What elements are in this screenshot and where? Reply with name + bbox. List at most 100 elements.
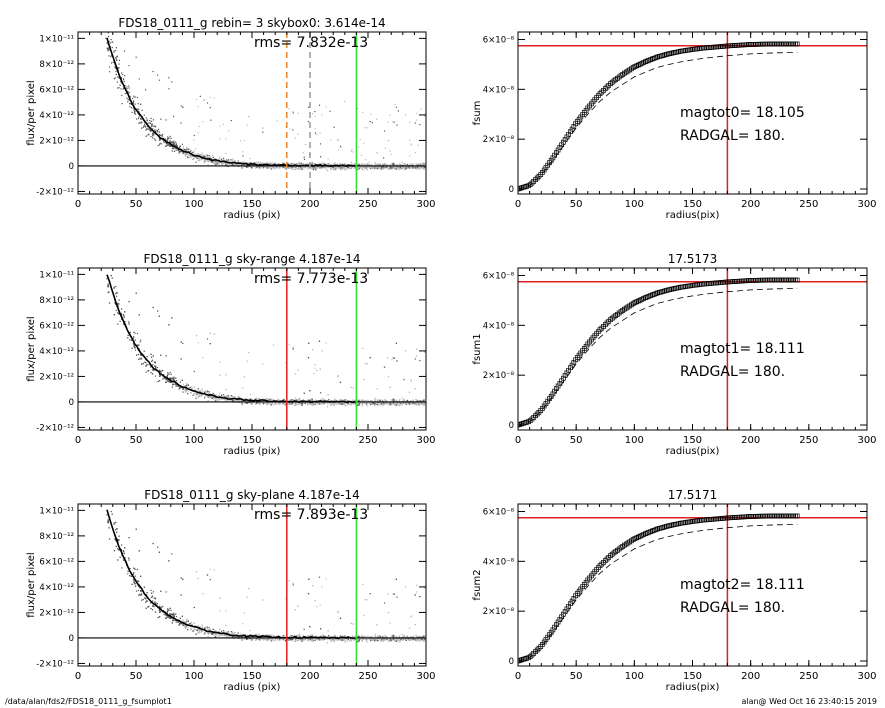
- scatter-point: [198, 158, 201, 160]
- scatter-point: [202, 390, 204, 392]
- scatter-point: [219, 125, 221, 127]
- scatter-point: [214, 162, 216, 164]
- scatter-point: [381, 167, 383, 169]
- scatter-point: [153, 369, 155, 372]
- scatter-point: [180, 105, 182, 107]
- scatter-point: [311, 161, 313, 163]
- scatter-point: [182, 391, 184, 393]
- scatter-point: [223, 159, 225, 161]
- scatter-point: [170, 145, 172, 147]
- scatter-point: [154, 375, 157, 377]
- scatter-point: [111, 277, 113, 279]
- y-tick-label: 2×10⁻¹²: [39, 136, 74, 146]
- scatter-point: [404, 167, 406, 170]
- scatter-point: [117, 76, 119, 78]
- scatter-point: [379, 163, 381, 165]
- scatter-point: [376, 403, 379, 406]
- scatter-point: [399, 403, 401, 405]
- scatter-point: [349, 163, 352, 166]
- scatter-point: [221, 161, 223, 163]
- scatter-point: [345, 163, 347, 165]
- scatter-point: [193, 386, 195, 388]
- scatter-point: [266, 162, 269, 164]
- scatter-point: [118, 76, 120, 78]
- scatter-point: [362, 166, 364, 168]
- plot-area: [78, 19, 426, 194]
- scatter-point: [292, 112, 294, 114]
- scatter-point: [258, 162, 260, 164]
- scatter-point: [387, 140, 390, 142]
- scatter-point: [167, 380, 169, 382]
- scatter-point: [380, 169, 383, 171]
- scatter-point: [347, 166, 349, 168]
- scatter-point: [312, 168, 314, 170]
- scatter-point: [301, 404, 303, 406]
- scatter-point: [375, 166, 377, 168]
- scatter-point: [408, 166, 410, 168]
- scatter-point: [150, 130, 152, 132]
- scatter-point: [186, 153, 188, 155]
- scatter-point: [138, 122, 140, 124]
- scatter-point: [330, 168, 332, 170]
- scatter-point: [226, 395, 228, 397]
- scatter-point: [159, 144, 161, 146]
- scatter-point: [254, 398, 256, 400]
- scatter-point: [333, 169, 335, 171]
- scatter-point: [403, 400, 406, 402]
- scatter-point: [387, 357, 389, 359]
- scatter-point: [115, 57, 117, 59]
- scatter-point: [187, 157, 189, 159]
- scatter-point: [324, 167, 327, 169]
- scatter-point: [158, 373, 161, 376]
- scatter-point: [390, 163, 392, 165]
- scatter-point: [248, 351, 250, 354]
- scatter-point: [171, 386, 173, 388]
- scatter-point: [295, 164, 297, 166]
- scatter-point: [109, 19, 110, 20]
- scatter-point: [115, 285, 117, 288]
- scatter-point: [423, 163, 425, 165]
- scatter-point: [231, 159, 233, 161]
- scatter-point: [140, 118, 142, 120]
- scatter-point: [171, 141, 174, 143]
- scatter-point: [393, 163, 395, 165]
- scatter-point: [151, 359, 154, 361]
- scatter-point: [134, 96, 136, 98]
- scatter-point: [166, 139, 168, 141]
- scatter-point: [416, 112, 418, 114]
- scatter-point: [415, 162, 417, 164]
- scatter-point: [370, 113, 372, 115]
- scatter-point: [343, 399, 346, 401]
- x-tick-label: 0: [515, 199, 521, 210]
- scatter-point: [168, 381, 170, 383]
- scatter-point: [115, 47, 117, 49]
- scatter-point: [390, 402, 393, 404]
- scatter-point: [402, 167, 404, 169]
- scatter-point: [162, 369, 164, 372]
- scatter-point: [384, 167, 386, 169]
- scatter-point: [210, 157, 212, 160]
- scatter-point: [191, 150, 193, 152]
- scatter-point: [400, 168, 402, 170]
- scatter-point: [298, 168, 300, 171]
- scatter-point: [224, 160, 226, 162]
- y-tick-label: -2×10⁻¹²: [36, 187, 74, 197]
- scatter-point: [230, 164, 233, 166]
- scatter-point: [188, 156, 190, 158]
- scatter-point: [350, 161, 352, 164]
- scatter-point: [138, 116, 140, 118]
- scatter-point: [294, 137, 296, 139]
- scatter-point: [133, 112, 136, 114]
- scatter-point: [159, 375, 161, 377]
- scatter-point: [377, 402, 379, 404]
- scatter-point: [138, 113, 140, 115]
- scatter-point: [369, 164, 371, 166]
- scatter-point: [398, 400, 400, 402]
- scatter-point: [164, 142, 166, 144]
- scatter-point: [204, 395, 206, 397]
- scatter-point: [138, 358, 140, 360]
- scatter-point: [358, 163, 360, 165]
- scatter-point: [300, 403, 302, 405]
- scatter-point: [122, 78, 125, 80]
- scatter-point: [206, 392, 208, 394]
